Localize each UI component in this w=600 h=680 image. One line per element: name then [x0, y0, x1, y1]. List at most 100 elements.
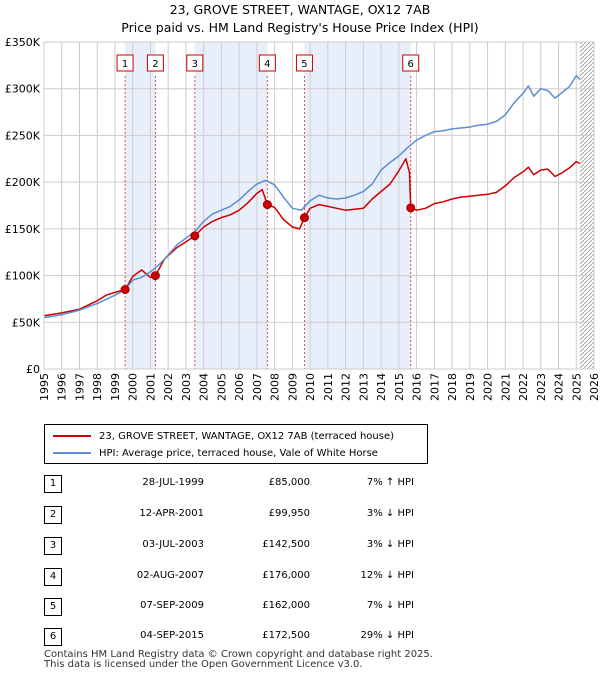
legend-item-price: 23, GROVE STREET, WANTAGE, OX12 7AB (ter… — [45, 428, 394, 444]
x-tick-label: 2007 — [251, 373, 264, 401]
sale-number-badge: 3 — [44, 537, 62, 555]
table-row: 6 04-SEP-2015 £172,500 29% ↓ HPI — [44, 628, 464, 646]
sale-label-box — [402, 54, 420, 72]
x-tick-label: 2005 — [215, 373, 228, 401]
x-tick-label: 2017 — [428, 373, 441, 401]
sale-hpi-diff: 3% ↓ HPI — [366, 508, 414, 519]
chart-title: 23, GROVE STREET, WANTAGE, OX12 7AB — [169, 2, 431, 17]
x-tick-label: 2018 — [446, 373, 459, 401]
price-chart: 1 2 3 4 5 6 £0 £50K £100K £150K £200K £250K £300K £3… — [5, 36, 600, 401]
sale-label-number: 2 — [152, 59, 158, 70]
x-tick-label: 2010 — [304, 373, 317, 401]
x-tick-label: 2023 — [535, 373, 548, 401]
sale-date: 02-AUG-2007 — [136, 570, 204, 581]
sale-date: 28-JUL-1999 — [142, 477, 204, 488]
footer-licence: This data is licensed under the Open Gov… — [44, 659, 363, 670]
legend-item-hpi: HPI: Average price, terraced house, Vale… — [45, 445, 378, 461]
y-tick-label: £50K — [12, 316, 41, 329]
sale-point — [120, 285, 130, 295]
sale-hpi-diff: 3% ↓ HPI — [366, 539, 414, 550]
sale-price: £172,500 — [262, 630, 310, 641]
sale-point — [299, 213, 309, 223]
x-tick-label: 2006 — [233, 373, 246, 401]
sale-label-number: 5 — [301, 59, 307, 70]
sale-point — [150, 271, 160, 281]
sale-price: £142,500 — [262, 539, 310, 550]
chart-subtitle: Price paid vs. HM Land Registry's House … — [121, 20, 479, 35]
sale-point — [262, 200, 272, 210]
sale-number-badge: 2 — [44, 506, 62, 524]
x-tick-label: 2014 — [375, 373, 388, 401]
y-tick-label: £100K — [5, 270, 41, 283]
table-row: 1 28-JUL-1999 £85,000 7% ↑ HPI — [44, 475, 464, 493]
y-tick-label: £250K — [5, 129, 41, 142]
x-tick-label: 2001 — [144, 373, 157, 401]
y-tick-label: £350K — [5, 36, 41, 49]
x-tick-label: 2024 — [553, 373, 566, 401]
x-tick-label: 2019 — [464, 373, 477, 401]
y-tick-label: £200K — [5, 176, 41, 189]
sale-hpi-diff: 12% ↓ HPI — [360, 570, 414, 581]
x-tick-label: 1998 — [91, 373, 104, 401]
plot-frame — [43, 41, 595, 370]
table-row: 4 02-AUG-2007 £176,000 12% ↓ HPI — [44, 568, 464, 586]
footer-attribution: Contains HM Land Registry data © Crown c… — [44, 650, 433, 670]
chart-title-block: 23, GROVE STREET, WANTAGE, OX12 7AB Pric… — [0, 1, 600, 37]
x-tick-label: 2013 — [357, 373, 370, 401]
y-tick-label: £150K — [5, 223, 41, 236]
sale-label-number: 1 — [122, 59, 128, 70]
sale-number-badge: 6 — [44, 628, 62, 646]
x-tick-label: 2020 — [482, 373, 495, 401]
future-hatch-region — [579, 42, 594, 369]
sale-price: £176,000 — [262, 570, 310, 581]
sale-label-number: 3 — [192, 59, 198, 70]
table-row: 2 12-APR-2001 £99,950 3% ↓ HPI — [44, 506, 464, 524]
x-tick-label: 2000 — [127, 373, 140, 401]
y-tick-label: £0 — [26, 363, 40, 376]
x-tick-label: 2011 — [322, 373, 335, 401]
price-line-swatch — [53, 435, 91, 437]
sale-label-box — [116, 54, 134, 72]
y-tick-label: £300K — [5, 83, 41, 96]
x-tick-label: 2016 — [411, 373, 424, 401]
x-tick-label: 1999 — [109, 373, 122, 401]
price-paid-line — [43, 158, 581, 317]
sale-label-box — [258, 54, 276, 72]
x-tick-label: 2015 — [393, 373, 406, 401]
sale-point — [406, 203, 416, 213]
sale-number-badge: 1 — [44, 475, 62, 493]
x-tick-label: 2012 — [340, 373, 353, 401]
x-tick-label: 2003 — [180, 373, 193, 401]
sale-number-badge: 4 — [44, 568, 62, 586]
hpi-line-swatch — [53, 452, 91, 454]
x-tick-label: 2021 — [499, 373, 512, 401]
hpi-line — [43, 74, 581, 319]
sale-number-badge: 5 — [44, 598, 62, 616]
legend: 23, GROVE STREET, WANTAGE, OX12 7AB (ter… — [44, 424, 428, 464]
sale-point — [190, 231, 200, 241]
x-tick-label: 1997 — [73, 373, 86, 401]
table-row: 3 03-JUL-2003 £142,500 3% ↓ HPI — [44, 537, 464, 555]
x-tick-label: 1996 — [56, 373, 69, 401]
x-tick-label: 2009 — [286, 373, 299, 401]
sale-price: £99,950 — [268, 508, 310, 519]
sale-label-box — [186, 54, 204, 72]
sale-date: 07-SEP-2009 — [140, 600, 204, 611]
sale-date: 12-APR-2001 — [139, 508, 204, 519]
x-tick-label: 2008 — [269, 373, 282, 401]
x-tick-label: 2002 — [162, 373, 175, 401]
sale-label-box — [295, 54, 313, 72]
sale-date: 04-SEP-2015 — [140, 630, 204, 641]
x-tick-label: 1995 — [38, 373, 51, 401]
sale-price: £162,000 — [262, 600, 310, 611]
x-tick-label: 2025 — [570, 373, 583, 401]
sale-label-number: 4 — [264, 59, 270, 70]
sale-label-number: 6 — [408, 59, 414, 70]
table-row: 5 07-SEP-2009 £162,000 7% ↓ HPI — [44, 598, 464, 616]
legend-hpi-label: HPI: Average price, terraced house, Vale… — [99, 447, 378, 459]
footer-copyright: Contains HM Land Registry data © Crown c… — [44, 649, 433, 660]
x-tick-label: 2022 — [517, 373, 530, 401]
sale-hpi-diff: 29% ↓ HPI — [360, 630, 414, 641]
x-tick-label: 2026 — [588, 373, 600, 401]
sale-hpi-diff: 7% ↑ HPI — [366, 477, 414, 488]
